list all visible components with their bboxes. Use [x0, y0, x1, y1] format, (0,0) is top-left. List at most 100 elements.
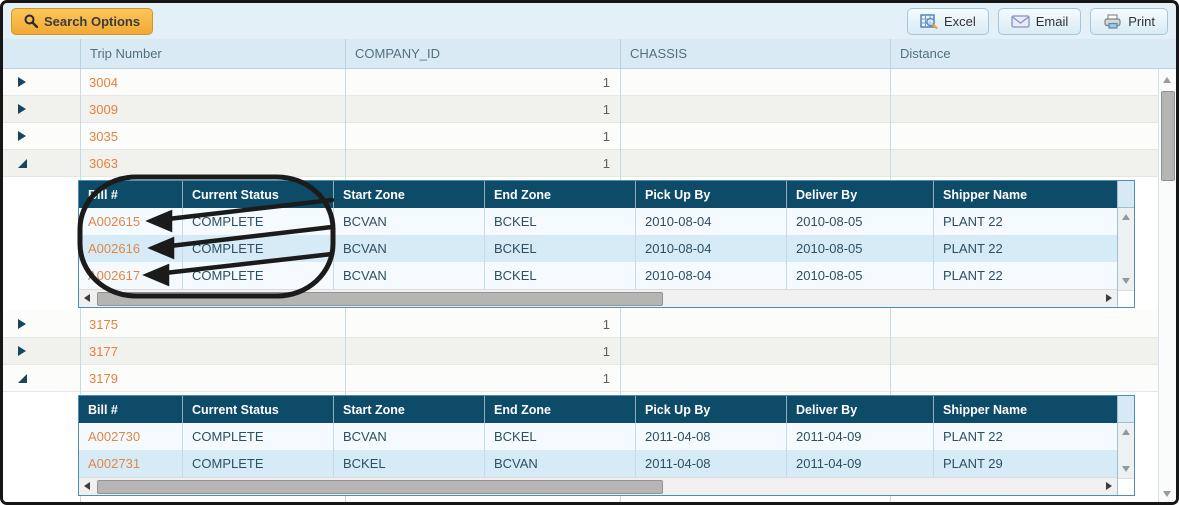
scroll-up-icon[interactable] — [1122, 429, 1130, 435]
chassis-value — [620, 338, 890, 364]
expand-collapsed-icon[interactable] — [18, 346, 26, 356]
detail-column-pick-up-by[interactable]: Pick Up By — [636, 396, 787, 423]
scrollbar-corner — [1118, 181, 1134, 208]
bill-row-A002616[interactable]: A002616 COMPLETE BCVAN BCKEL 2010-08-04 … — [79, 235, 1117, 262]
detail-column-current-status[interactable]: Current Status — [183, 396, 334, 423]
detail-column-shipper-name[interactable]: Shipper Name — [943, 402, 1028, 417]
vertical-scroll-thumb[interactable] — [1161, 91, 1175, 181]
expand-expanded-icon[interactable] — [18, 373, 27, 383]
print-button[interactable]: Print — [1090, 7, 1168, 35]
detail-column-start-zone[interactable]: Start Zone — [334, 396, 485, 423]
column-header-distance[interactable]: Distance — [890, 39, 1176, 68]
scroll-right-icon[interactable] — [1106, 294, 1112, 302]
scroll-down-icon[interactable] — [1122, 278, 1130, 284]
bill-row-A002731[interactable]: A002731 COMPLETE BCKEL BCVAN 2011-04-08 … — [79, 450, 1117, 477]
expand-collapsed-icon[interactable] — [18, 319, 26, 329]
detail-column-shipper-name[interactable]: Shipper Name — [943, 187, 1028, 202]
detail-column-deliver-by[interactable]: Deliver By — [787, 396, 934, 423]
end-zone-value: BCKEL — [485, 423, 636, 450]
start-zone-value: BCKEL — [334, 450, 485, 477]
bill-number-link[interactable]: A002616 — [88, 241, 141, 256]
horizontal-scroll-thumb[interactable] — [97, 480, 663, 494]
trip-number-link[interactable]: 3175 — [89, 316, 118, 332]
excel-icon — [920, 13, 938, 29]
trip-3063-detail-grid: Bill # Current Status Start Zone End Zon… — [78, 180, 1135, 308]
shipper-name-value: PLANT 22 — [943, 214, 1003, 229]
company-id-value: 1 — [602, 74, 610, 90]
trip-row-3179[interactable]: 3179 1 — [3, 365, 1158, 392]
scroll-up-icon[interactable] — [1122, 214, 1130, 220]
bill-number-link[interactable]: A002615 — [88, 214, 141, 229]
detail-column-deliver-by[interactable]: Deliver By — [787, 181, 934, 208]
chassis-value — [620, 150, 890, 176]
scroll-right-icon[interactable] — [1106, 482, 1112, 490]
main-vertical-scrollbar[interactable] — [1158, 69, 1176, 502]
horizontal-scroll-thumb[interactable] — [97, 292, 663, 306]
company-id-value: 1 — [602, 343, 610, 359]
bill-row-A002617[interactable]: A002617 COMPLETE BCVAN BCKEL 2010-08-04 … — [79, 262, 1117, 289]
trip-number-link[interactable]: 3179 — [89, 370, 118, 386]
deliver-by-value: 2010-08-05 — [787, 235, 934, 262]
detail-column-end-zone[interactable]: End Zone — [485, 396, 636, 423]
end-zone-value: BCKEL — [485, 208, 636, 235]
scroll-down-icon[interactable] — [1163, 491, 1171, 497]
shipper-name-value: PLANT 22 — [943, 268, 1003, 283]
detail-column-current-status[interactable]: Current Status — [183, 181, 334, 208]
column-header-chassis[interactable]: CHASSIS — [620, 39, 890, 68]
vertical-scroll-track[interactable] — [1118, 208, 1134, 290]
print-button-label: Print — [1128, 13, 1155, 29]
bill-row-A002730[interactable]: A002730 COMPLETE BCVAN BCKEL 2011-04-08 … — [79, 423, 1117, 450]
detail-column-end-zone[interactable]: End Zone — [485, 181, 636, 208]
excel-button[interactable]: Excel — [906, 7, 989, 35]
bill-number-link[interactable]: A002730 — [88, 429, 141, 444]
scroll-left-icon[interactable] — [84, 482, 90, 490]
email-button-label: Email — [1035, 13, 1069, 29]
detail-column-pick-up-by[interactable]: Pick Up By — [636, 181, 787, 208]
detail-header-row: Bill # Current Status Start Zone End Zon… — [79, 181, 1117, 208]
scroll-down-icon[interactable] — [1122, 466, 1130, 472]
print-icon — [1104, 13, 1121, 29]
current-status-value: COMPLETE — [183, 262, 334, 289]
trip-number-link[interactable]: 3035 — [89, 128, 118, 144]
expand-expanded-icon[interactable] — [18, 158, 27, 168]
pick-up-by-value: 2011-04-08 — [636, 450, 787, 477]
distance-value — [890, 311, 1158, 337]
detail-column-bill[interactable]: Bill # — [79, 181, 183, 208]
trip-row-3063[interactable]: 3063 1 — [3, 150, 1158, 177]
search-options-button[interactable]: Search Options — [11, 7, 154, 35]
trip-row-3004[interactable]: 3004 1 — [3, 69, 1158, 96]
email-button[interactable]: Email — [997, 7, 1082, 35]
trip-row-3177[interactable]: 3177 1 — [3, 338, 1158, 365]
trip-number-link[interactable]: 3004 — [89, 74, 118, 90]
detail-horizontal-scrollbar[interactable] — [79, 477, 1117, 495]
end-zone-value: BCKEL — [485, 262, 636, 289]
trip-number-link[interactable]: 3063 — [89, 155, 118, 171]
search-icon — [24, 14, 38, 28]
detail-horizontal-scrollbar[interactable] — [79, 289, 1117, 307]
trip-row-3175[interactable]: 3175 1 — [3, 311, 1158, 338]
detail-vertical-scrollbar[interactable] — [1117, 396, 1134, 495]
expand-collapsed-icon[interactable] — [18, 77, 26, 87]
export-buttons: Excel Email Print — [906, 7, 1168, 35]
bill-row-A002615[interactable]: A002615 COMPLETE BCVAN BCKEL 2010-08-04 … — [79, 208, 1117, 235]
detail-vertical-scrollbar[interactable] — [1117, 181, 1134, 307]
trip-number-link[interactable]: 3177 — [89, 343, 118, 359]
expand-collapsed-icon[interactable] — [18, 104, 26, 114]
bill-number-link[interactable]: A002731 — [88, 456, 141, 471]
trip-row-3009[interactable]: 3009 1 — [3, 96, 1158, 123]
column-header-company-id[interactable]: COMPANY_ID — [345, 39, 620, 68]
expand-collapsed-icon[interactable] — [18, 131, 26, 141]
search-options-label: Search Options — [44, 13, 141, 29]
scroll-up-icon[interactable] — [1163, 77, 1171, 83]
bill-number-link[interactable]: A002617 — [88, 268, 141, 283]
detail-column-bill[interactable]: Bill # — [79, 396, 183, 423]
pick-up-by-value: 2011-04-08 — [636, 423, 787, 450]
trip-number-link[interactable]: 3009 — [89, 101, 118, 117]
trips-grid: Trip Number COMPANY_ID CHASSIS Distance … — [3, 39, 1176, 502]
pick-up-by-value: 2010-08-04 — [636, 208, 787, 235]
scroll-left-icon[interactable] — [84, 294, 90, 302]
vertical-scroll-track[interactable] — [1118, 423, 1134, 478]
detail-column-start-zone[interactable]: Start Zone — [334, 181, 485, 208]
trip-row-3035[interactable]: 3035 1 — [3, 123, 1158, 150]
column-header-trip-number[interactable]: Trip Number — [80, 39, 345, 68]
